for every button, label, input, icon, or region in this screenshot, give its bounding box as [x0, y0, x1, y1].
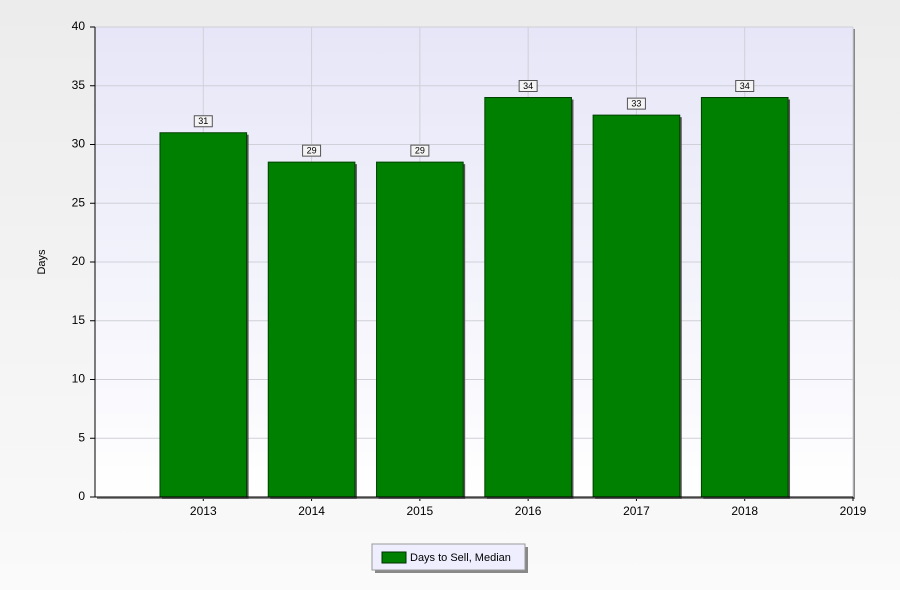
y-tick-label: 0	[78, 489, 85, 503]
value-label-box	[410, 144, 430, 157]
bar	[267, 161, 356, 498]
bar	[376, 161, 464, 498]
x-tick-label: 2013	[190, 504, 217, 518]
bar	[592, 114, 681, 498]
y-tick-label: 15	[72, 313, 86, 327]
y-tick-label: 5	[78, 430, 85, 444]
value-label-box	[735, 80, 755, 92]
y-tick-label: 10	[72, 372, 86, 386]
x-tick-label: 2015	[407, 504, 434, 518]
x-tick-label: 2016	[515, 504, 542, 518]
bar	[159, 132, 248, 498]
bar	[700, 97, 789, 498]
legend-swatch	[381, 551, 407, 564]
x-tick-label: 2014	[298, 504, 325, 518]
x-tick-label: 2018	[731, 504, 758, 518]
y-tick-label: 40	[72, 19, 86, 33]
value-label: 34	[740, 81, 750, 91]
value-label: 29	[307, 146, 317, 156]
value-label: 33	[631, 99, 641, 109]
x-tick-label: 2017	[623, 504, 650, 518]
y-tick-label: 35	[72, 78, 86, 92]
y-tick-label: 30	[72, 137, 86, 151]
value-label: 29	[415, 146, 425, 156]
bar	[484, 97, 572, 498]
legend[interactable]: Days to Sell, Median	[371, 543, 528, 573]
y-tick-label: 25	[72, 195, 86, 209]
x-tick-label: 2019	[840, 504, 867, 518]
value-label: 31	[198, 116, 208, 126]
value-label-box	[626, 97, 646, 110]
y-axis-label: Days	[36, 249, 48, 275]
value-label-box	[193, 115, 213, 128]
value-label-box	[518, 80, 538, 92]
legend-label: Days to Sell, Median	[410, 552, 511, 564]
value-label: 34	[523, 81, 533, 91]
y-tick-label: 20	[72, 254, 86, 268]
value-label-box	[302, 144, 322, 157]
